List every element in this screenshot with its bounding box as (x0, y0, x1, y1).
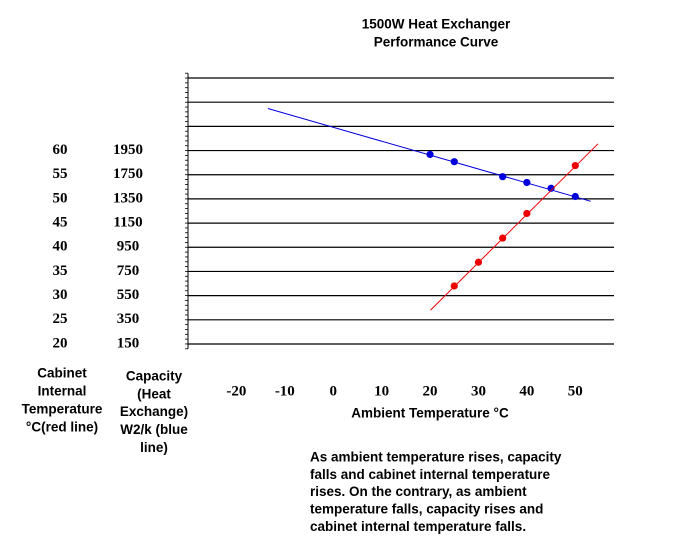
x-tick-label: 40 (519, 383, 534, 399)
y2-axis-label: line) (140, 440, 168, 455)
chart-title: 1500W Heat Exchanger (362, 17, 511, 32)
y2-tick-label: 1350 (113, 190, 143, 206)
y2-tick-label: 750 (117, 263, 140, 279)
y2-tick-label: 950 (117, 239, 140, 255)
x-tick-label: 20 (423, 383, 438, 399)
y2-tick-label: 350 (117, 311, 140, 327)
x-tick-label: 0 (329, 383, 337, 399)
x-tick-label: 50 (568, 383, 583, 399)
y2-axis-label: (Heat (137, 386, 171, 401)
y2-tick-label: 1950 (113, 142, 143, 158)
x-tick-label: -20 (226, 383, 246, 399)
y2-tick-label: 1750 (113, 166, 143, 182)
chart-title: Performance Curve (374, 35, 499, 50)
trend-line (430, 143, 599, 311)
y-axis-label: Temperature (22, 402, 103, 417)
data-point (571, 192, 579, 201)
data-point (523, 178, 531, 187)
y2-tick-label: 1150 (113, 215, 142, 231)
data-point (450, 158, 458, 166)
data-point (571, 161, 579, 170)
y-tick-label: 60 (53, 142, 68, 158)
y-tick-label: 35 (53, 263, 68, 279)
y-tick-label: 20 (53, 335, 68, 351)
x-axis-label: Ambient Temperature °C (351, 406, 509, 421)
y-tick-label: 25 (53, 311, 68, 327)
data-point (499, 234, 507, 242)
y2-axis-label: Exchange) (120, 404, 188, 419)
data-point (523, 209, 531, 218)
note: As ambient temperature rises, capacity (310, 450, 562, 465)
note: cabinet internal temperature falls. (310, 519, 526, 534)
note: falls and cabinet internal temperature (310, 467, 551, 482)
y-tick-label: 50 (53, 190, 68, 206)
y2-tick-label: 150 (117, 335, 140, 351)
data-point (547, 184, 555, 192)
y-tick-label: 45 (53, 215, 68, 231)
data-point (426, 150, 434, 159)
y-axis-label: Cabinet (37, 366, 87, 381)
y2-axis-label: Capacity (126, 369, 183, 384)
y-tick-label: 55 (53, 166, 68, 182)
y-tick-label: 30 (53, 287, 68, 303)
y2-tick-label: 550 (117, 287, 140, 303)
data-point (474, 258, 483, 266)
y-axis-label: °C(red line) (26, 420, 98, 435)
y-axis-label: Internal (38, 384, 87, 399)
y2-axis-label: W2/k (blue (120, 422, 188, 437)
data-point (499, 173, 507, 181)
note: temperature falls, capacity rises and (310, 501, 543, 516)
x-tick-label: -10 (275, 383, 295, 399)
data-point (450, 282, 458, 290)
y-tick-label: 40 (53, 239, 68, 255)
x-tick-label: 10 (374, 383, 389, 399)
note: rises. On the contrary, as ambient (310, 484, 527, 499)
x-tick-label: 30 (471, 383, 486, 399)
